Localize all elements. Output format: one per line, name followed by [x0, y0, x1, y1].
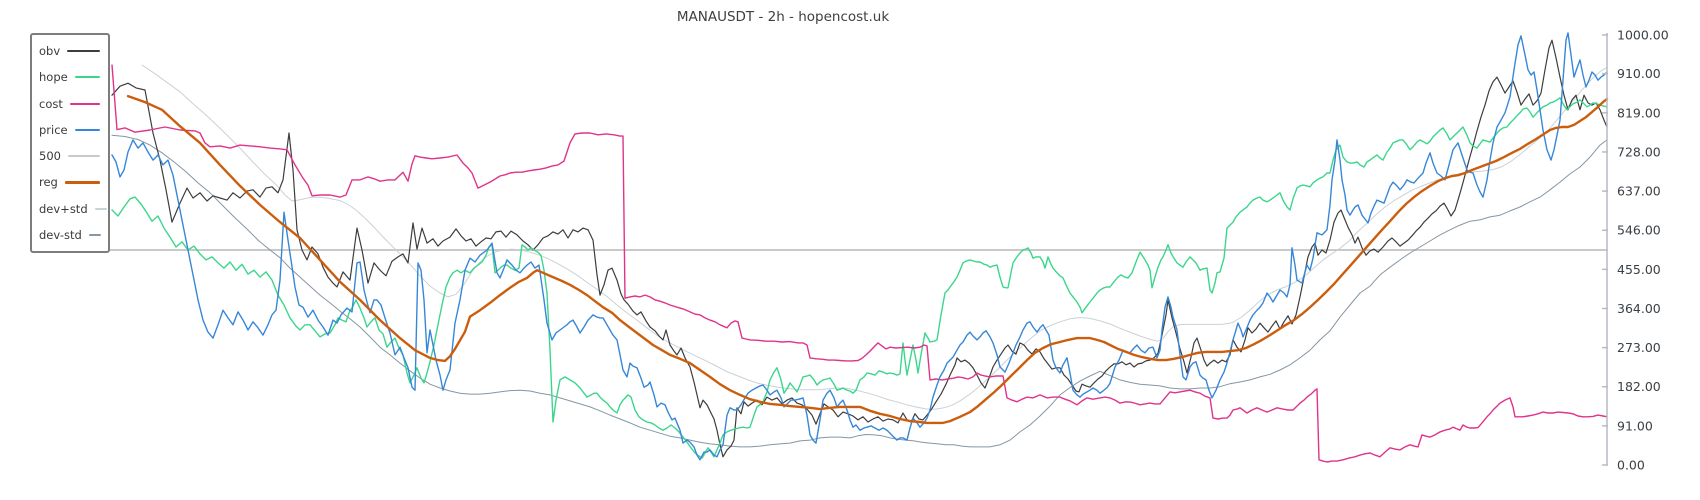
legend-item-cost: cost [39, 91, 100, 117]
legend-label: reg [39, 175, 58, 190]
legend-line-swatch [88, 233, 101, 236]
legend-line-swatch [94, 207, 107, 210]
legend-item-price: price [39, 117, 100, 143]
y-axis-tick-label: 364.00 [1617, 301, 1661, 316]
y-axis-tick-label: 637.00 [1617, 184, 1661, 199]
y-axis-tick-label: 819.00 [1617, 105, 1661, 120]
legend-line-swatch [74, 128, 100, 131]
legend-item-reg: reg [39, 169, 100, 195]
legend-line-swatch [67, 155, 100, 158]
series-line-dev+std [141, 64, 1608, 410]
series-line-hope [111, 97, 1608, 459]
legend-label: cost [39, 96, 63, 111]
page-title: MANAUSDT - 2h - hopencost.uk [676, 9, 890, 25]
legend-label: dev-std [39, 227, 82, 242]
legend-line-swatch [67, 50, 100, 53]
series-line-obv [111, 39, 1608, 458]
y-axis-tick-label: 0.00 [1617, 458, 1645, 473]
legend-item-dev-std: dev+std [39, 196, 107, 222]
y-axis-tick-label: 910.00 [1617, 66, 1661, 81]
legend-item-hope: hope [39, 64, 100, 90]
legend-label: 500 [39, 149, 61, 164]
series-line-price [111, 32, 1608, 461]
y-axis-tick-label: 455.00 [1617, 262, 1661, 277]
y-axis-tick-label: 182.00 [1617, 379, 1661, 394]
legend-item-obv: obv [39, 38, 100, 64]
legend-line-swatch [64, 180, 100, 184]
legend-line-swatch [69, 102, 100, 105]
y-axis-tick-label: 1000.00 [1617, 28, 1669, 43]
series-line-dev-std [111, 134, 1608, 448]
legend-item-dev-std: dev-std [39, 222, 101, 248]
legend-label: obv [39, 44, 61, 59]
legend-line-swatch [74, 76, 100, 79]
y-axis-tick-label: 273.00 [1617, 340, 1661, 355]
legend-label: price [39, 122, 68, 137]
y-axis-tick-label: 91.00 [1617, 418, 1653, 433]
legend-item-500: 500 [39, 143, 100, 169]
legend-label: dev+std [39, 201, 88, 216]
series-line-cost [111, 64, 1608, 463]
legend-label: hope [39, 70, 68, 85]
y-axis-tick-label: 728.00 [1617, 144, 1661, 159]
series-line-reg [126, 94, 1609, 425]
chart-legend: obv hope cost price 500 reg dev+std dev-std [30, 33, 110, 253]
y-axis-tick-label: 546.00 [1617, 223, 1661, 238]
